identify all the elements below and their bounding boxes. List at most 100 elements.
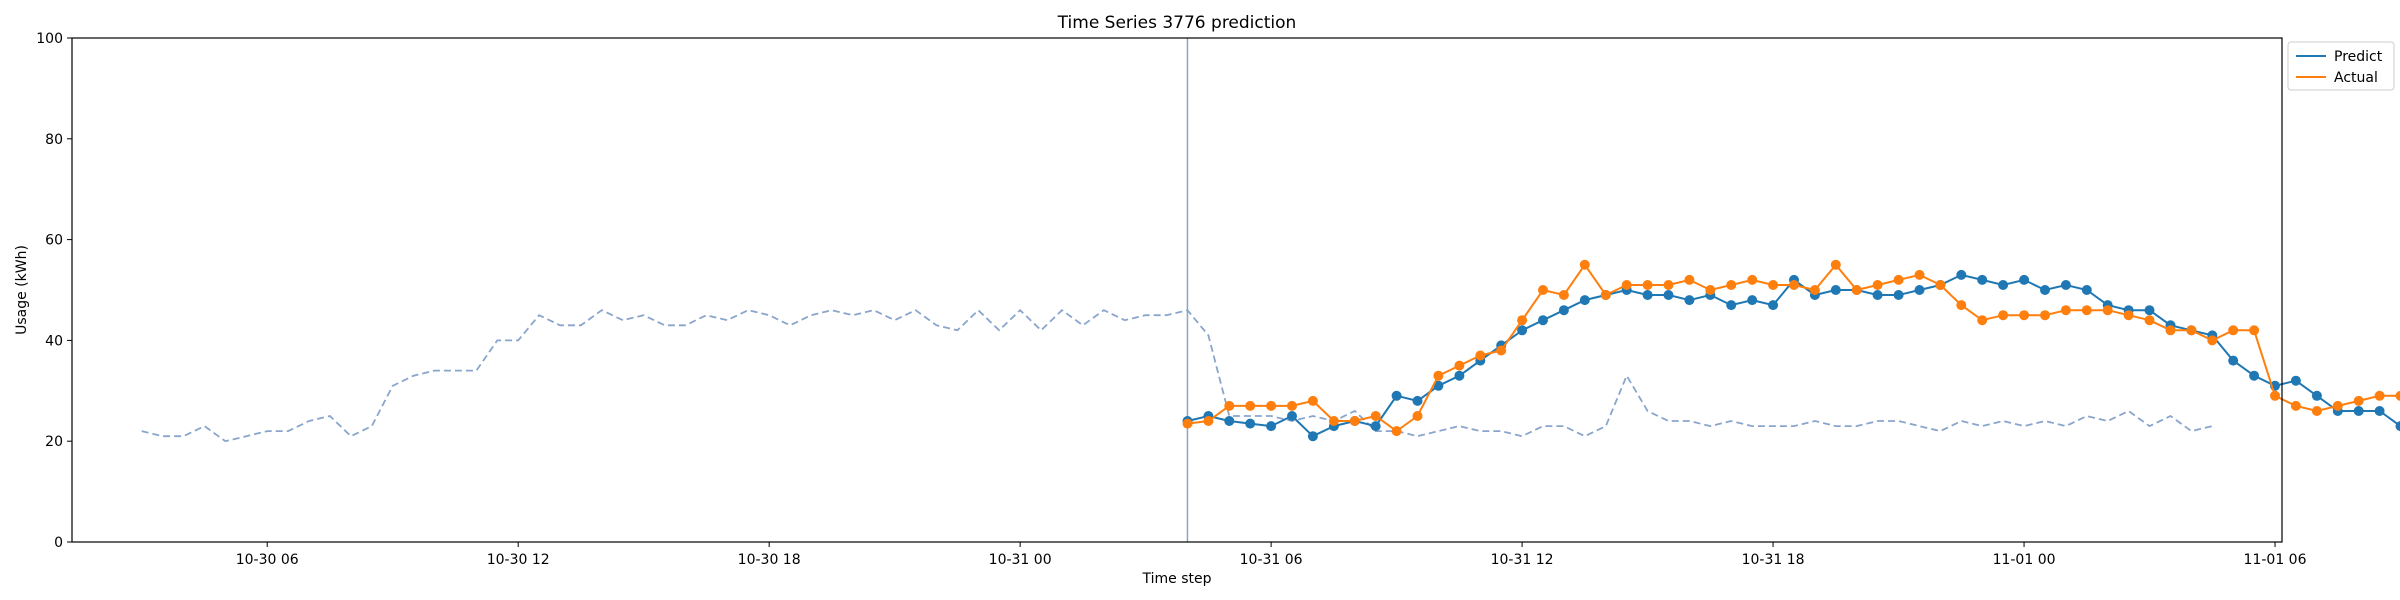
predict-point xyxy=(2081,285,2092,295)
predict-point xyxy=(1642,290,1653,300)
actual-point xyxy=(2165,325,2176,336)
predict-point xyxy=(1977,274,1988,285)
actual-point xyxy=(1956,300,1967,311)
actual-point xyxy=(2123,310,2134,321)
actual-point xyxy=(2395,390,2400,401)
plot-area xyxy=(141,38,2400,542)
actual-point xyxy=(1538,285,1548,295)
actual-point xyxy=(1433,370,1444,381)
predict-point xyxy=(2019,274,2030,285)
y-tick-label: 0 xyxy=(54,535,63,551)
actual-point xyxy=(1851,285,1862,295)
legend-label-actual: Actual xyxy=(2334,70,2378,86)
predict-point xyxy=(2290,375,2301,386)
actual-point xyxy=(1517,315,1528,326)
predict-point xyxy=(1287,411,1297,421)
actual-point xyxy=(1789,280,1799,290)
predict-point xyxy=(2311,390,2322,401)
actual-point xyxy=(1307,395,1318,406)
predict-point xyxy=(1433,380,1444,391)
predict-point xyxy=(1663,290,1674,300)
predict-point xyxy=(1454,370,1465,381)
predict-point xyxy=(2353,406,2364,416)
actual-point xyxy=(1245,400,1256,411)
actual-point xyxy=(1203,416,1214,426)
predict-point xyxy=(1307,431,1318,442)
actual-point xyxy=(2207,335,2218,346)
actual-point xyxy=(1496,345,1507,356)
actual-point xyxy=(1391,426,1402,437)
actual-point xyxy=(1935,280,1946,290)
actual-point xyxy=(2081,305,2092,316)
predict-point xyxy=(1830,285,1841,295)
actual-point xyxy=(2311,406,2322,416)
x-axis: 10-30 06 10-30 12 10-30 18 10-31 00 10-31 06… xyxy=(236,542,2307,568)
actual-point xyxy=(1224,400,1235,411)
x-tick-label: 11-01 00 xyxy=(1993,552,2056,568)
actual-point xyxy=(1768,280,1779,290)
actual-point xyxy=(1726,280,1737,290)
legend: Predict Actual xyxy=(2287,41,2395,91)
actual-point xyxy=(1830,259,1841,270)
actual-point xyxy=(2060,305,2071,316)
actual-point xyxy=(1705,285,1716,295)
predict-point xyxy=(1726,300,1737,311)
y-axis: 0 20 40 60 80 100 xyxy=(36,31,72,551)
actual-point xyxy=(1266,400,1277,411)
predict-point xyxy=(1517,325,1528,336)
actual-point xyxy=(2290,400,2301,411)
actual-point xyxy=(1977,315,1988,326)
predict-point xyxy=(1914,285,1925,295)
actual-point xyxy=(1287,400,1297,411)
actual-point xyxy=(1998,310,2009,321)
x-tick-label: 10-31 06 xyxy=(1240,552,1303,568)
predict-point xyxy=(1538,315,1548,326)
actual-point xyxy=(1893,274,1904,285)
predict-point xyxy=(2249,370,2260,381)
predict-point xyxy=(1558,305,1569,316)
actual-point xyxy=(2353,395,2364,406)
actual-point xyxy=(1914,269,1925,280)
actual-point xyxy=(2249,325,2260,336)
actual-point xyxy=(1872,280,1883,290)
x-tick-label: 10-30 06 xyxy=(236,552,299,568)
x-tick-label: 11-01 06 xyxy=(2244,552,2307,568)
predict-point xyxy=(1412,395,1423,406)
actual-point xyxy=(1747,274,1758,285)
predict-point xyxy=(1391,390,1402,401)
actual-point xyxy=(1182,418,1193,429)
actual-point xyxy=(1684,274,1695,285)
actual-point xyxy=(2332,400,2343,411)
predict-point xyxy=(1747,295,1758,306)
actual-point xyxy=(2144,315,2155,326)
actual-point xyxy=(1579,259,1590,270)
actual-point xyxy=(1663,280,1674,290)
actual-point xyxy=(1349,416,1360,426)
predict-point xyxy=(1684,295,1695,306)
predict-point xyxy=(2060,280,2071,290)
x-tick-label: 10-31 12 xyxy=(1491,552,1554,568)
predict-point xyxy=(2144,305,2155,316)
predict-point xyxy=(1998,280,2009,290)
actual-point xyxy=(1454,360,1465,371)
actual-point xyxy=(2019,310,2030,321)
predict-point xyxy=(1266,421,1277,432)
predict-point xyxy=(1245,418,1256,429)
actual-point xyxy=(2186,325,2197,336)
y-tick-label: 60 xyxy=(45,233,63,249)
actual-point xyxy=(2374,390,2385,401)
predict-point xyxy=(1579,295,1590,306)
predict-point xyxy=(2374,406,2385,416)
y-tick-label: 40 xyxy=(45,333,63,349)
predict-point xyxy=(2040,285,2050,295)
chart-title: Time Series 3776 prediction xyxy=(1057,13,1297,33)
actual-point xyxy=(2102,305,2113,316)
x-tick-label: 10-30 12 xyxy=(487,552,550,568)
x-tick-label: 10-30 18 xyxy=(738,552,801,568)
y-tick-label: 20 xyxy=(45,434,63,450)
x-axis-label: Time step xyxy=(1142,571,1212,587)
actual-point xyxy=(1370,411,1381,421)
predict-point xyxy=(1224,416,1235,426)
